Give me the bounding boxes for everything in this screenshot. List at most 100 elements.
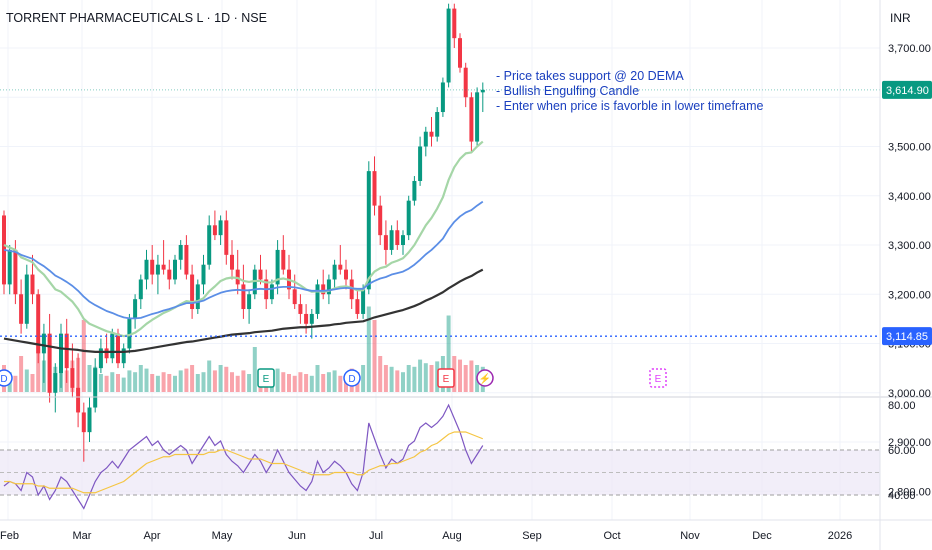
candle-body[interactable]: [435, 112, 440, 137]
event-marker-earnings[interactable]: E: [437, 368, 455, 388]
candle-body[interactable]: [133, 299, 138, 319]
candle-body[interactable]: [24, 274, 29, 324]
candle-body[interactable]: [218, 220, 223, 236]
candle-body[interactable]: [281, 249, 286, 270]
candle-body[interactable]: [184, 245, 189, 275]
candle-body[interactable]: [389, 230, 394, 250]
candle-body[interactable]: [332, 264, 337, 280]
candle-body[interactable]: [440, 82, 445, 113]
candle-body[interactable]: [224, 220, 229, 255]
candle-body[interactable]: [173, 259, 177, 280]
candle-body[interactable]: [201, 264, 206, 285]
event-marker-earnings-upcoming[interactable]: E: [649, 368, 667, 388]
event-marker-dividend[interactable]: D: [0, 369, 13, 387]
candle-body[interactable]: [401, 235, 405, 245]
candle-body[interactable]: [258, 269, 263, 280]
candle-body[interactable]: [429, 131, 434, 137]
candle-body[interactable]: [121, 348, 126, 364]
candle-body[interactable]: [81, 412, 86, 433]
candle-body[interactable]: [304, 313, 309, 324]
candle-body[interactable]: [269, 284, 274, 300]
candle-body[interactable]: [87, 407, 92, 433]
candle-body[interactable]: [480, 89, 485, 93]
candle-body[interactable]: [104, 348, 109, 359]
candle-body[interactable]: [241, 284, 246, 310]
candle-body[interactable]: [19, 294, 24, 324]
candle-body[interactable]: [361, 289, 366, 314]
candle-body[interactable]: [190, 274, 195, 310]
candle-body[interactable]: [452, 8, 457, 39]
candle-body[interactable]: [155, 264, 160, 275]
candle-body[interactable]: [93, 368, 98, 408]
candle-body[interactable]: [458, 38, 462, 68]
candle-body[interactable]: [463, 67, 468, 98]
candle-body[interactable]: [309, 313, 314, 324]
candle-body[interactable]: [247, 294, 252, 310]
candle-body[interactable]: [110, 333, 115, 359]
annotation-line-2[interactable]: - Bullish Engulfing Candle: [496, 84, 639, 98]
candle-body[interactable]: [53, 373, 58, 393]
price-axis-ticks[interactable]: 3,700.00 3,500.00 3,400.00 3,300.00 3,200.00…: [888, 43, 931, 498]
candle-body[interactable]: [315, 284, 320, 314]
candle-body[interactable]: [70, 368, 75, 388]
candle-body[interactable]: [2, 215, 6, 285]
candle-body[interactable]: [161, 264, 166, 270]
currency-label[interactable]: INR: [890, 11, 911, 25]
symbol-title[interactable]: TORRENT PHARMACEUTICALS L · 1D · NSE: [6, 11, 267, 25]
candle-body[interactable]: [378, 205, 383, 236]
candle-body[interactable]: [418, 146, 423, 181]
candle-body[interactable]: [116, 333, 120, 364]
candle-body[interactable]: [372, 171, 377, 206]
event-markers[interactable]: D E D E ⚡ E: [0, 368, 667, 388]
candle-body[interactable]: [98, 348, 103, 369]
candle-body[interactable]: [275, 249, 280, 285]
candle-body[interactable]: [195, 284, 200, 310]
candle-body[interactable]: [355, 299, 360, 314]
candle-body[interactable]: [423, 131, 428, 147]
event-marker-split[interactable]: ⚡: [476, 369, 494, 387]
candlestick-series[interactable]: [2, 3, 485, 462]
annotation-line-1[interactable]: - Price takes support @ 20 DEMA: [496, 69, 684, 83]
candle-body[interactable]: [47, 333, 52, 393]
candle-body[interactable]: [178, 245, 183, 260]
candle-body[interactable]: [475, 92, 480, 142]
candle-body[interactable]: [383, 235, 388, 250]
candle-body[interactable]: [412, 180, 417, 201]
volume-bar: [116, 374, 120, 392]
candle-body[interactable]: [30, 274, 35, 295]
candle-body[interactable]: [298, 304, 303, 314]
candle-body[interactable]: [212, 225, 217, 236]
candle-body[interactable]: [64, 333, 69, 369]
rsi-axis-ticks[interactable]: 80.00 60.00 40.00: [888, 400, 916, 502]
candle-body[interactable]: [406, 200, 411, 236]
candle-body[interactable]: [326, 279, 331, 295]
candle-body[interactable]: [321, 284, 326, 295]
candle-body[interactable]: [13, 249, 18, 295]
candle-body[interactable]: [36, 294, 41, 354]
time-axis-labels[interactable]: Feb Mar Apr May Jun Jul Aug Sep Oct Nov Dec 2026: [0, 530, 852, 542]
candle-body[interactable]: [292, 289, 297, 305]
candle-body[interactable]: [59, 333, 63, 374]
candle-body[interactable]: [138, 279, 143, 300]
candle-body[interactable]: [150, 259, 155, 275]
candle-body[interactable]: [230, 254, 234, 270]
annotation-line-3[interactable]: - Enter when price is favorble in lower …: [496, 99, 764, 113]
candle-body[interactable]: [207, 225, 212, 265]
candle-body[interactable]: [338, 264, 343, 270]
candle-body[interactable]: [167, 269, 172, 280]
candle-body[interactable]: [127, 318, 132, 349]
candle-body[interactable]: [349, 279, 354, 300]
candle-body[interactable]: [446, 8, 451, 83]
candle-body[interactable]: [7, 249, 12, 285]
candle-body[interactable]: [344, 269, 348, 280]
candle-body[interactable]: [366, 171, 371, 290]
event-marker-earnings[interactable]: E: [257, 368, 275, 388]
candle-body[interactable]: [41, 333, 46, 354]
candle-body[interactable]: [395, 230, 400, 245]
volume-bar: [87, 365, 92, 392]
candle-body[interactable]: [144, 259, 149, 280]
candle-body[interactable]: [469, 97, 474, 142]
event-marker-dividend[interactable]: D: [343, 369, 361, 387]
candle-body[interactable]: [76, 387, 81, 413]
